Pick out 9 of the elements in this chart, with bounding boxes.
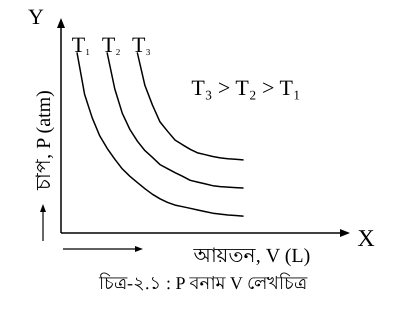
- text: X: [357, 226, 375, 252]
- text: Y: [28, 4, 44, 29]
- text: চিত্র-২.১ : P বনাম V লেখচিত্র: [98, 273, 308, 293]
- x-axis-title: আয়তন, V (L): [192, 245, 310, 267]
- series-label: T₃: [132, 32, 151, 57]
- ylabel: চাপ, P (atm): [33, 90, 55, 190]
- annotation: T₃ > T₂ > T₁: [191, 75, 301, 100]
- legend-label: T₁: [72, 32, 90, 57]
- series-label: T₂: [102, 32, 121, 57]
